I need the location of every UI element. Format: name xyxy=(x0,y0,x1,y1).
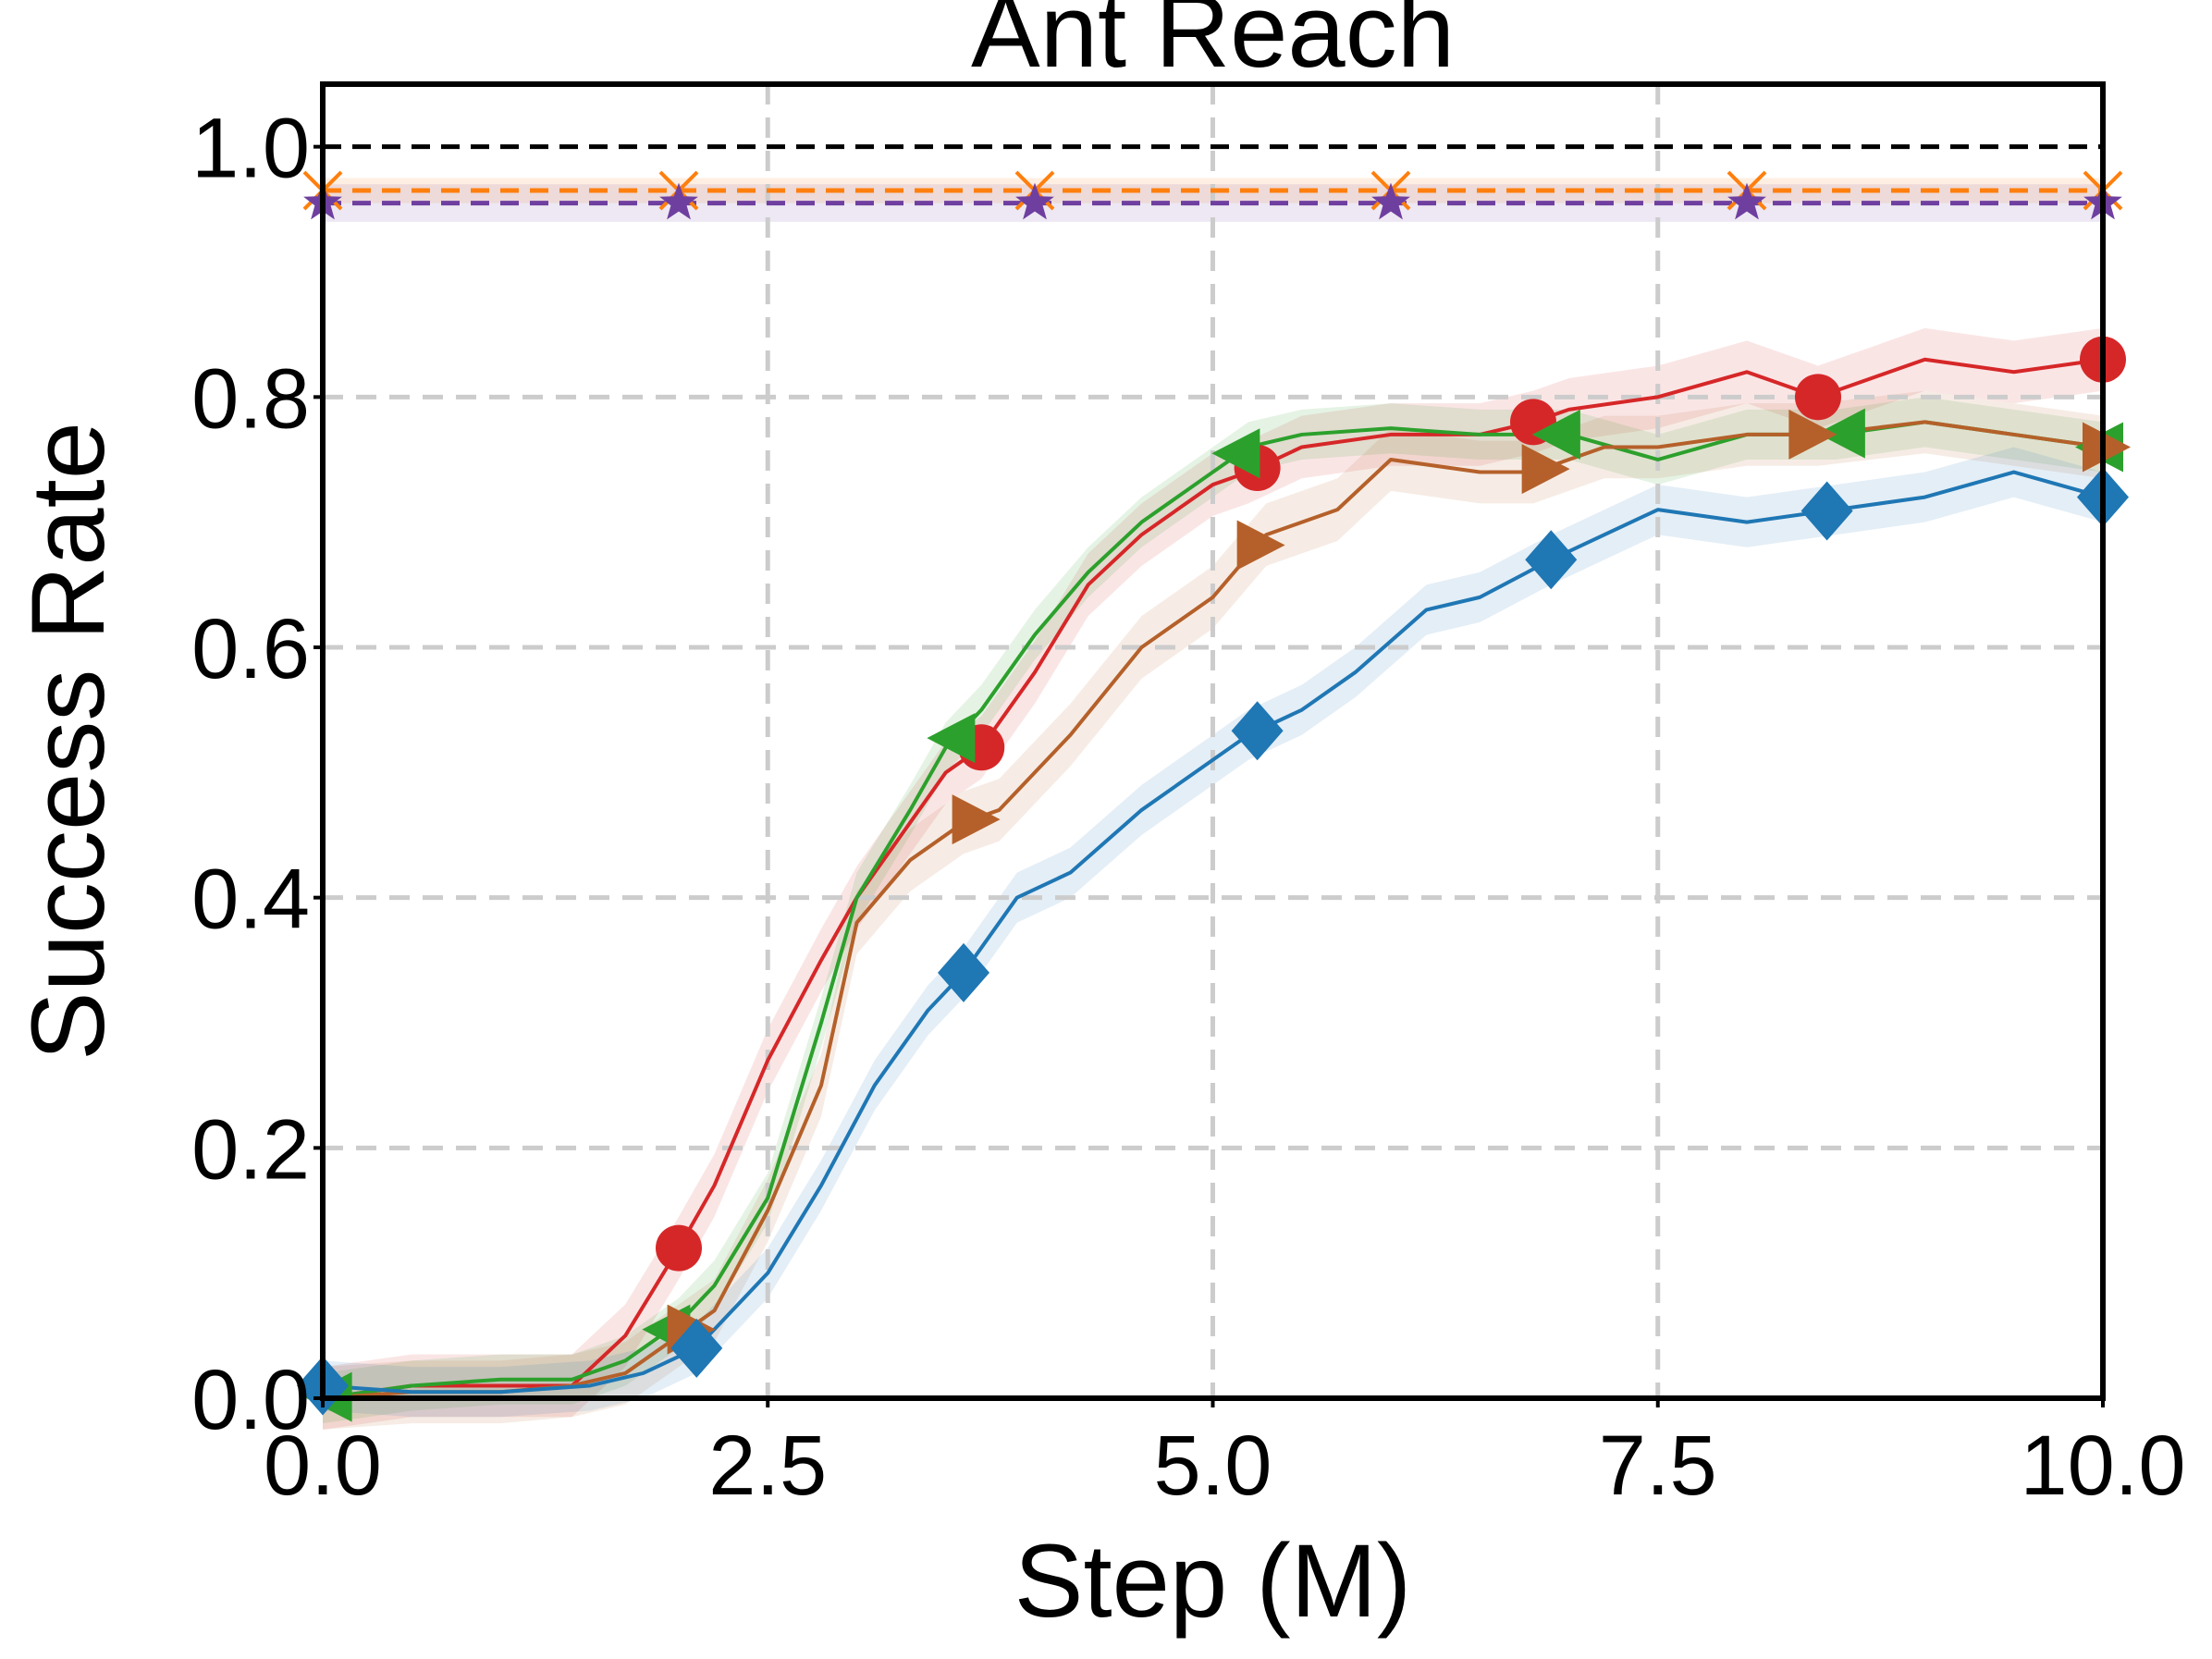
marker-triangle-right xyxy=(2083,422,2131,473)
marker-triangle-right xyxy=(952,794,1001,845)
marker-star xyxy=(1015,182,1054,220)
y-axis-label: Success Rate xyxy=(10,422,126,1061)
series-markers xyxy=(297,170,2131,1422)
marker-star xyxy=(659,182,698,220)
x-tick-label: 10.0 xyxy=(2020,1419,2185,1513)
y-tick-label: 0.6 xyxy=(191,602,310,696)
marker-diamond xyxy=(1800,481,1853,541)
y-tick-label: 0.4 xyxy=(191,853,310,947)
marker-triangle-left xyxy=(1816,408,1865,459)
marker-diamond xyxy=(1525,530,1578,590)
series-line-3 xyxy=(322,470,2104,1395)
series-line-1 xyxy=(322,420,2104,1400)
y-ticks: 0.0 0.2 0.4 0.6 0.8 1.0 xyxy=(191,102,323,1447)
x-tick-label: 7.5 xyxy=(1599,1419,1717,1513)
y-tick-label: 0.8 xyxy=(191,351,310,446)
marker-triangle-left xyxy=(1531,409,1580,460)
marker-circle xyxy=(1795,374,1841,421)
series-lines xyxy=(322,188,2104,1400)
series-line-2 xyxy=(322,420,2104,1400)
marker-circle xyxy=(656,1224,702,1272)
y-tick-label: 0.0 xyxy=(191,1353,310,1447)
marker-diamond xyxy=(938,942,989,1002)
chart-title: Ant Reach xyxy=(971,0,1455,89)
marker-triangle-left xyxy=(927,713,976,764)
series-band-2 xyxy=(323,390,2103,1430)
marker-star xyxy=(1727,182,1766,220)
series-line-0 xyxy=(322,357,2104,1400)
marker-triangle-right xyxy=(1521,444,1570,495)
x-tick-label: 2.5 xyxy=(708,1419,827,1513)
x-axis-label: Step (M) xyxy=(1014,1523,1411,1639)
x-tick-label: 0.0 xyxy=(264,1419,382,1513)
marker-diamond xyxy=(670,1318,723,1378)
marker-diamond xyxy=(1231,701,1284,761)
y-tick-label: 1.0 xyxy=(191,102,310,196)
marker-star xyxy=(1371,182,1410,220)
y-tick-label: 0.2 xyxy=(191,1102,310,1197)
x-ticks: 0.0 2.5 5.0 7.5 10.0 xyxy=(264,1398,2186,1513)
marker-triangle-left xyxy=(1211,428,1260,479)
marker-triangle-right xyxy=(1236,520,1285,571)
marker-triangle-right xyxy=(1788,409,1837,460)
x-tick-label: 5.0 xyxy=(1154,1419,1272,1513)
